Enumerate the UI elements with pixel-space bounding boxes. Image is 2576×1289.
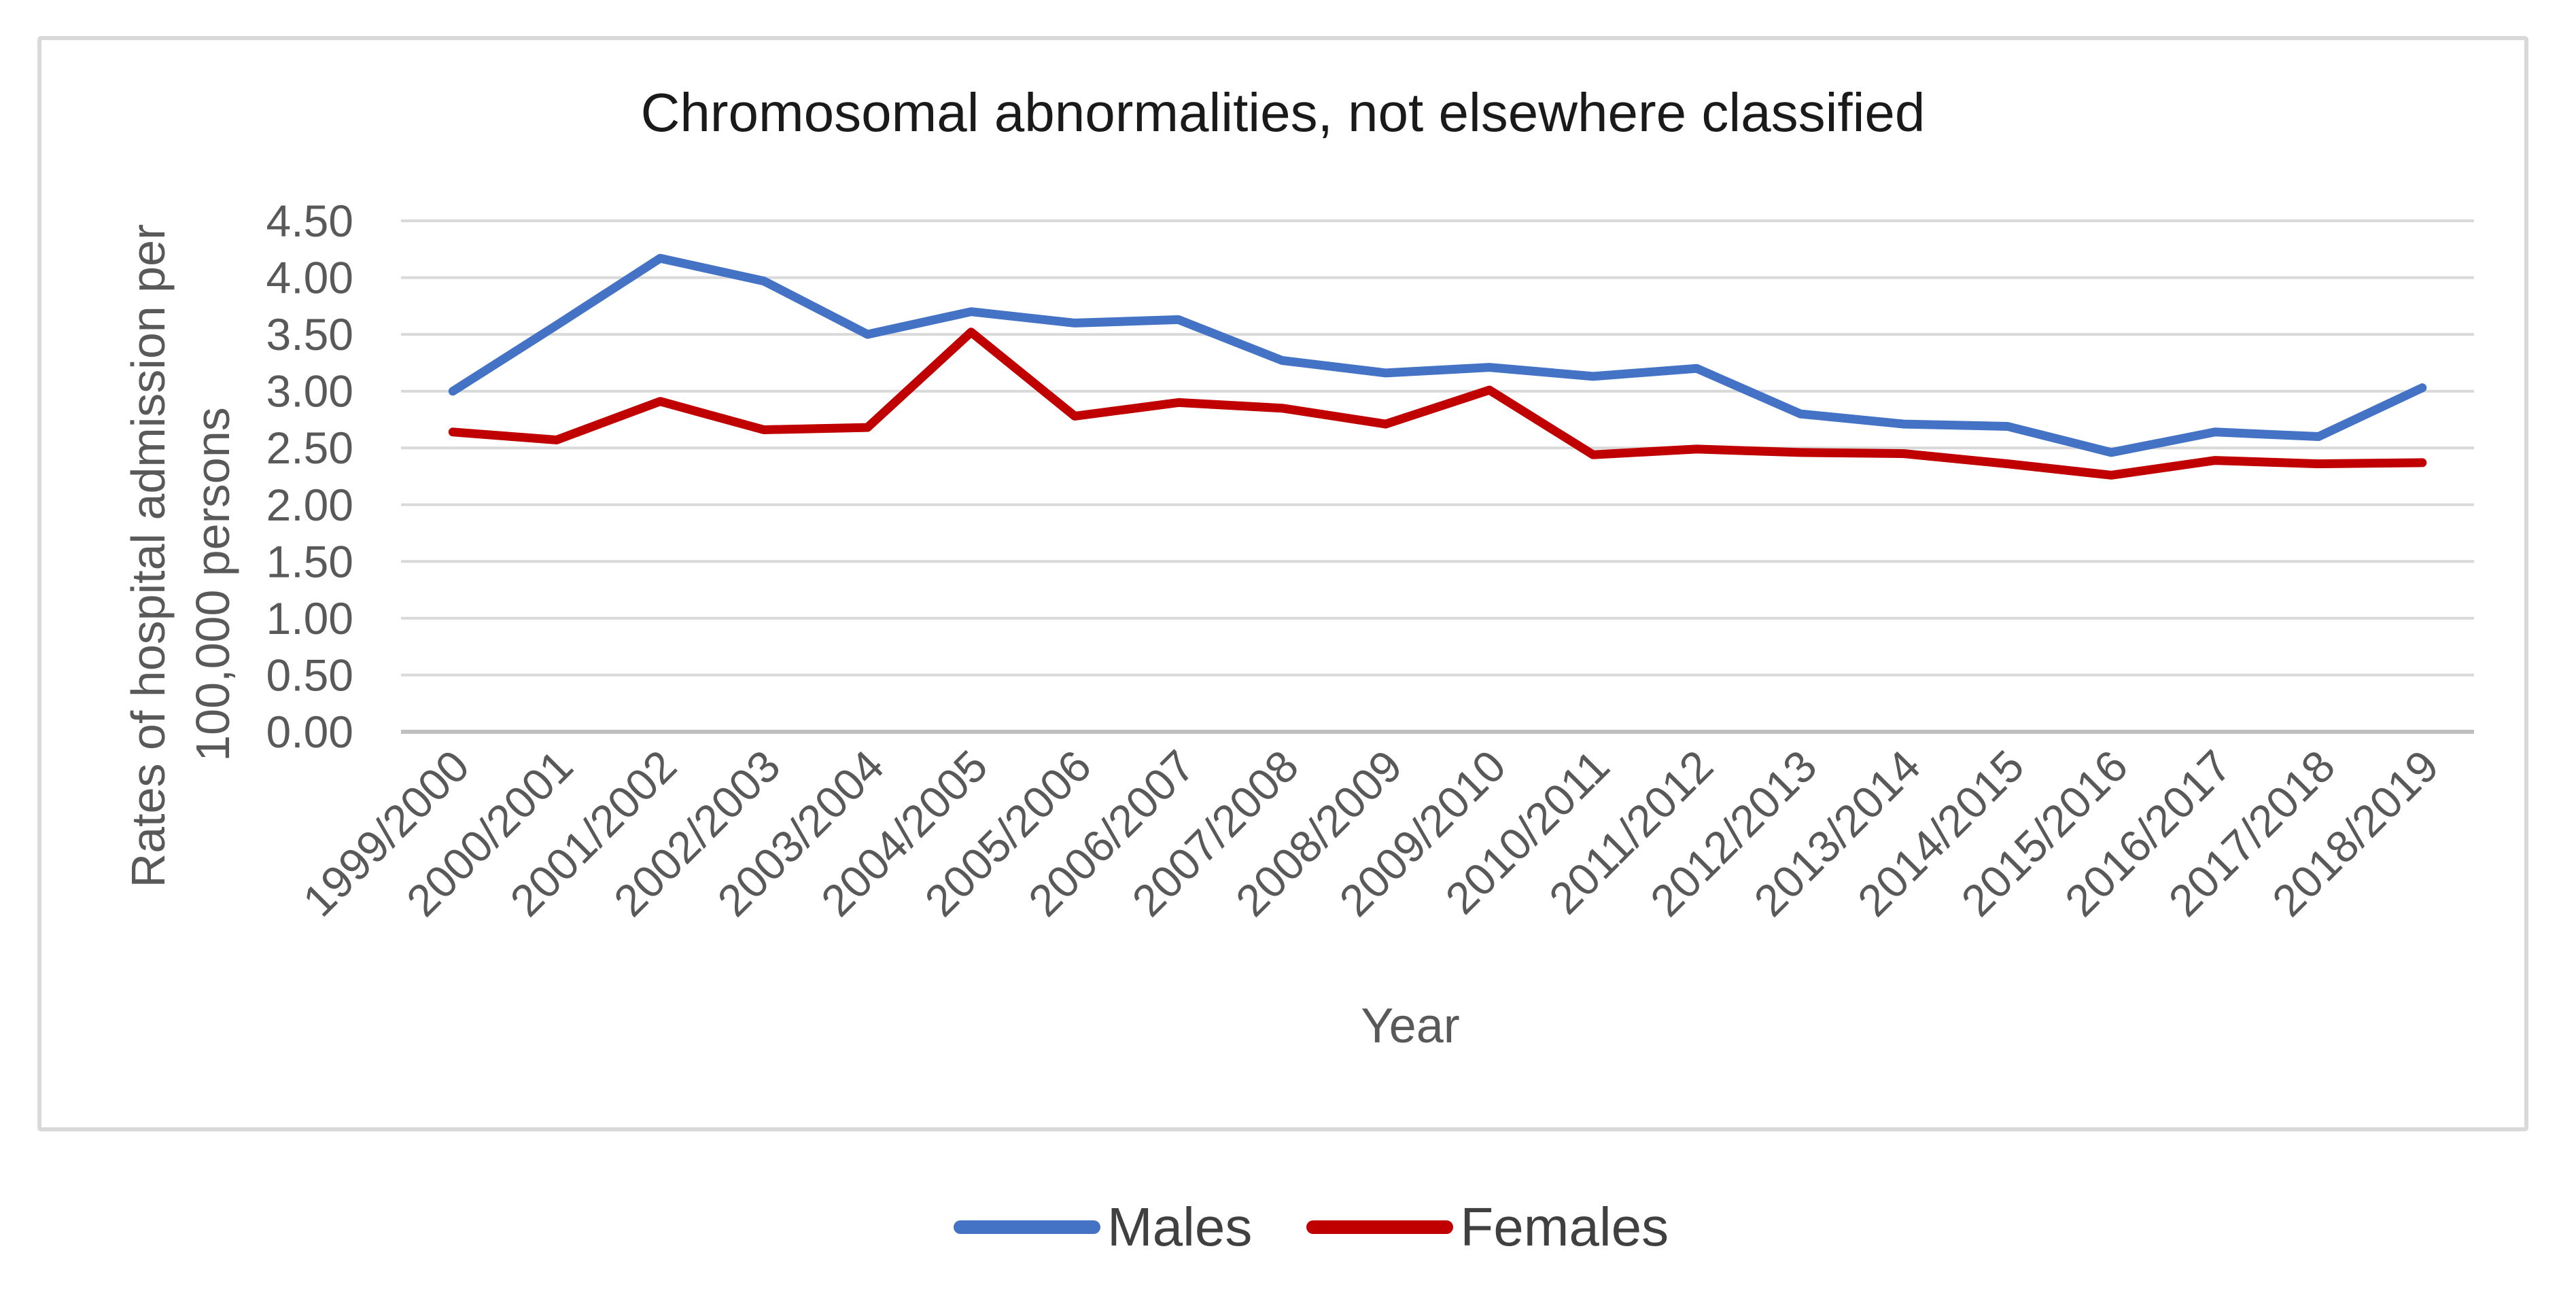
females-line — [448, 328, 2427, 480]
y-tick-label: 1.50 — [266, 536, 353, 586]
males-line — [448, 253, 2427, 457]
legend-item-females: Females — [1306, 1200, 1669, 1254]
y-tick-label: 0.50 — [266, 650, 353, 700]
legend-item-males: Males — [954, 1200, 1252, 1254]
chart-title: Chromosomal abnormalities, not elsewhere… — [640, 82, 1926, 143]
y-tick-label: 2.50 — [266, 423, 353, 473]
males-legend-label: Males — [1107, 1197, 1253, 1257]
y-tick-label: 2.00 — [266, 480, 353, 530]
x-axis-title: Year — [1361, 999, 1460, 1053]
females-legend-label: Females — [1460, 1197, 1669, 1257]
y-tick-label: 3.50 — [266, 309, 353, 359]
females-legend-swatch — [1306, 1220, 1454, 1234]
y-tick-label: 1.00 — [266, 593, 353, 643]
y-axis-title-line-1: Rates of hospital admission per — [122, 224, 175, 888]
y-tick-label: 0.00 — [266, 707, 353, 757]
y-tick-label: 4.50 — [266, 196, 353, 246]
y-tick-label: 4.00 — [266, 253, 353, 303]
y-axis-title-line-2: 100,000 persons — [186, 407, 239, 762]
y-tick-label: 3.00 — [266, 366, 353, 417]
chart-figure — [37, 36, 2528, 1131]
males-legend-swatch — [954, 1220, 1100, 1234]
legend: Males Females — [954, 1193, 1669, 1261]
